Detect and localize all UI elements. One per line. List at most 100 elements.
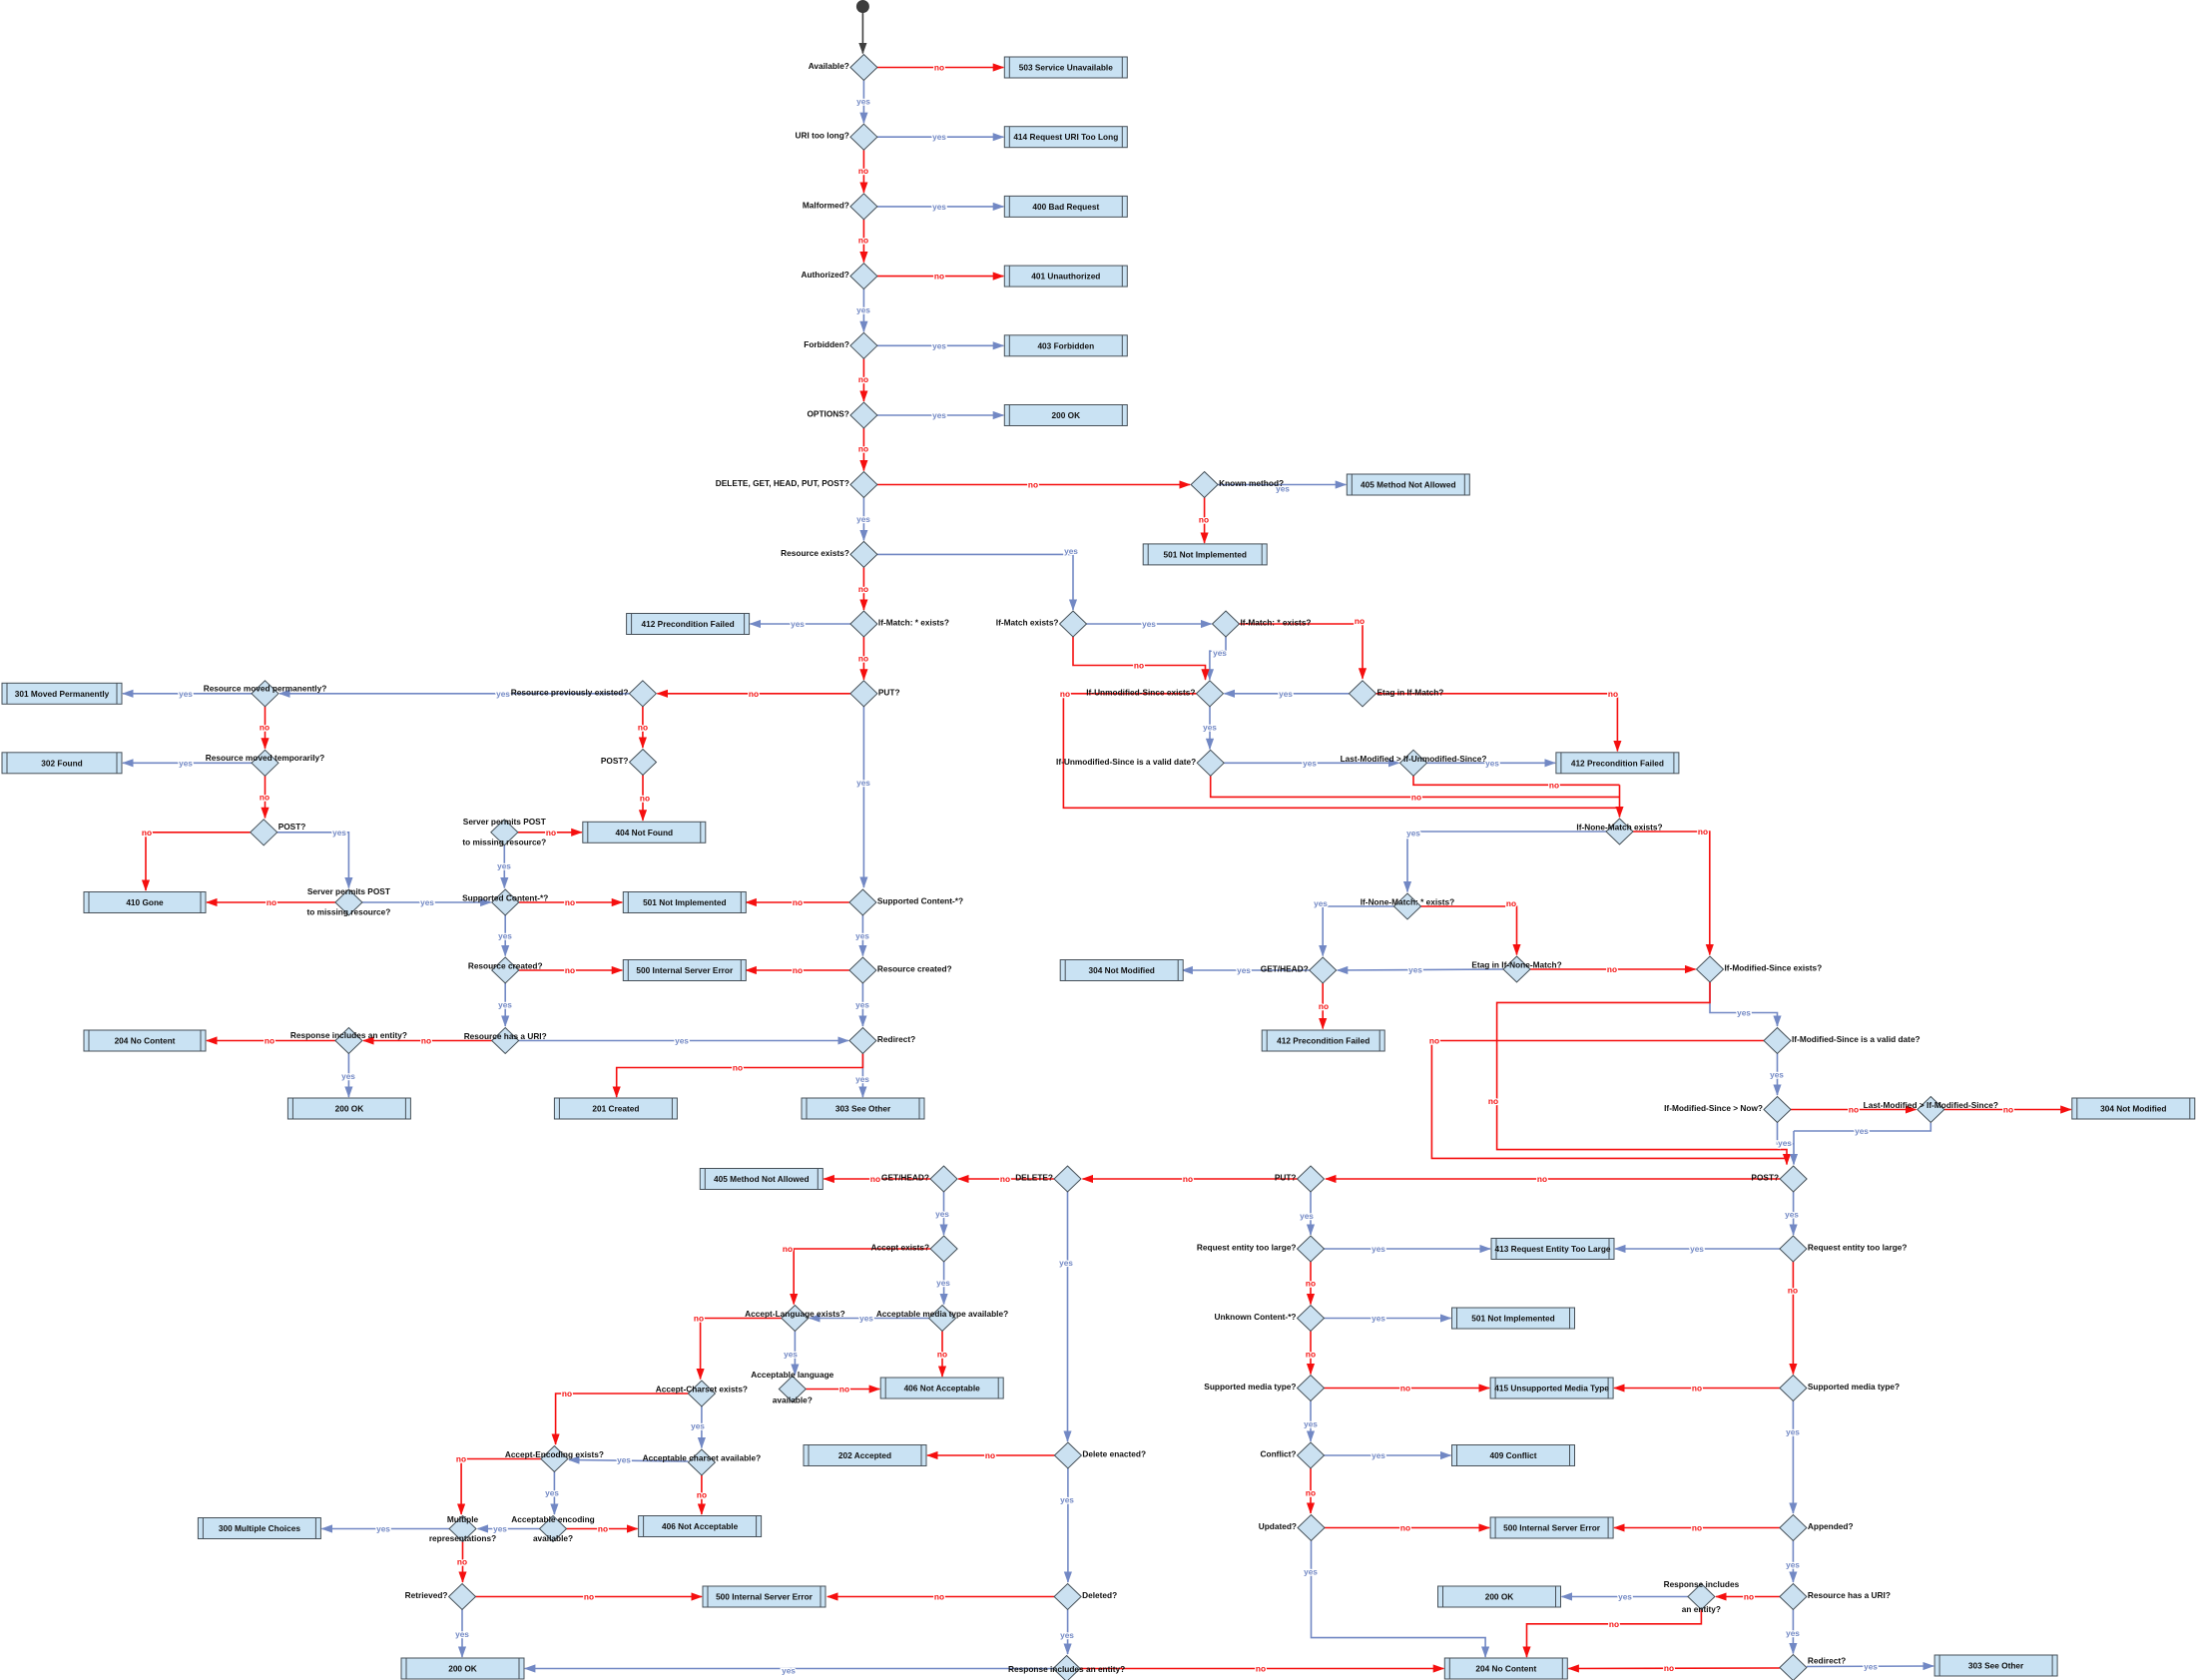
svg-text:no: no xyxy=(1028,480,1038,490)
svg-text:yes: yes xyxy=(1855,1126,1869,1136)
svg-text:501 Not Implemented: 501 Not Implemented xyxy=(1163,549,1246,559)
svg-text:no: no xyxy=(1411,792,1421,802)
svg-text:yes: yes xyxy=(1060,1495,1074,1505)
svg-text:500 Internal Server Error: 500 Internal Server Error xyxy=(716,1592,814,1602)
svg-text:GET/HEAD?: GET/HEAD? xyxy=(881,1173,929,1183)
svg-text:no: no xyxy=(858,374,868,384)
svg-text:406 Not Acceptable: 406 Not Acceptable xyxy=(662,1521,739,1531)
svg-text:Redirect?: Redirect? xyxy=(877,1034,915,1044)
svg-text:no: no xyxy=(1355,616,1365,626)
svg-text:If-None-Match: * exists?: If-None-Match: * exists? xyxy=(1361,897,1455,907)
svg-text:Acceptable encoding: Acceptable encoding xyxy=(511,1514,594,1524)
svg-text:no: no xyxy=(267,897,276,907)
svg-text:Supported media type?: Supported media type? xyxy=(1808,1382,1900,1392)
svg-text:no: no xyxy=(1744,1592,1754,1602)
svg-text:Forbidden?: Forbidden? xyxy=(804,339,849,349)
svg-text:Etag in If-None-Match?: Etag in If-None-Match? xyxy=(1471,960,1561,970)
svg-text:no: no xyxy=(1488,1096,1498,1106)
svg-text:415 Unsupported Media Type: 415 Unsupported Media Type xyxy=(1494,1384,1609,1394)
svg-text:yes: yes xyxy=(1406,829,1420,839)
svg-text:Unknown Content-*?: Unknown Content-*? xyxy=(1214,1312,1296,1322)
svg-text:If-Match exists?: If-Match exists? xyxy=(996,618,1059,628)
svg-text:Resource created?: Resource created? xyxy=(877,964,952,974)
svg-text:yes: yes xyxy=(791,619,805,629)
svg-text:413 Request Entity Too Large: 413 Request Entity Too Large xyxy=(1494,1244,1610,1254)
svg-text:Etag in If-Match?: Etag in If-Match? xyxy=(1377,687,1444,697)
svg-text:to missing resource?: to missing resource? xyxy=(462,837,546,846)
svg-text:Acceptable media type availabl: Acceptable media type available? xyxy=(876,1309,1008,1319)
svg-text:no: no xyxy=(1788,1286,1798,1296)
svg-text:no: no xyxy=(457,1557,467,1567)
svg-text:yes: yes xyxy=(1213,648,1227,658)
svg-text:yes: yes xyxy=(1372,1244,1385,1254)
svg-text:yes: yes xyxy=(1314,898,1328,908)
svg-text:PUT?: PUT? xyxy=(878,687,900,697)
svg-text:Accept-Charset exists?: Accept-Charset exists? xyxy=(656,1385,748,1395)
svg-text:yes: yes xyxy=(1276,484,1290,494)
svg-text:Response includes: Response includes xyxy=(1664,1579,1740,1589)
svg-text:Acceptable charset available?: Acceptable charset available? xyxy=(643,1453,762,1463)
svg-text:Resource created?: Resource created? xyxy=(468,961,543,971)
svg-text:an entity?: an entity? xyxy=(1682,1604,1721,1614)
svg-text:500 Internal Server Error: 500 Internal Server Error xyxy=(636,965,734,975)
svg-text:yes: yes xyxy=(1408,965,1422,975)
svg-text:no: no xyxy=(858,166,868,176)
svg-text:201 Created: 201 Created xyxy=(592,1104,639,1114)
svg-text:Resource moved temporarily?: Resource moved temporarily? xyxy=(206,753,324,763)
svg-text:202 Accepted: 202 Accepted xyxy=(838,1450,891,1460)
svg-text:412 Precondition Failed: 412 Precondition Failed xyxy=(1277,1036,1370,1046)
svg-text:available?: available? xyxy=(773,1396,813,1405)
svg-text:Resource moved permanently?: Resource moved permanently? xyxy=(204,683,327,693)
svg-text:no: no xyxy=(1608,689,1618,699)
svg-text:500 Internal Server Error: 500 Internal Server Error xyxy=(1503,1523,1601,1533)
svg-text:Resource previously existed?: Resource previously existed? xyxy=(511,687,629,697)
svg-text:204 No Content: 204 No Content xyxy=(1475,1664,1536,1674)
svg-text:no: no xyxy=(1400,1384,1410,1394)
svg-text:no: no xyxy=(1060,689,1070,699)
svg-text:410 Gone: 410 Gone xyxy=(126,897,164,907)
svg-text:501 Not Implemented: 501 Not Implemented xyxy=(1471,1314,1554,1324)
svg-text:no: no xyxy=(1429,1036,1439,1046)
svg-text:POST?: POST? xyxy=(1751,1173,1779,1183)
svg-text:yes: yes xyxy=(932,202,946,212)
svg-text:yes: yes xyxy=(1304,1567,1318,1577)
svg-text:Request entity too large?: Request entity too large? xyxy=(1197,1243,1297,1253)
svg-text:no: no xyxy=(1549,780,1559,790)
svg-text:Retrieved?: Retrieved? xyxy=(405,1590,448,1600)
svg-text:303 See Other: 303 See Other xyxy=(1968,1661,2024,1671)
svg-text:Accept-Language exists?: Accept-Language exists? xyxy=(745,1309,845,1319)
svg-text:yes: yes xyxy=(1059,1258,1073,1268)
svg-text:If-None-Match exists?: If-None-Match exists? xyxy=(1576,823,1662,833)
svg-text:If-Match: * exists?: If-Match: * exists? xyxy=(1241,618,1312,628)
svg-text:no: no xyxy=(934,272,944,281)
svg-text:yes: yes xyxy=(855,931,869,941)
svg-text:303 See Other: 303 See Other xyxy=(835,1104,891,1114)
svg-text:yes: yes xyxy=(782,1666,796,1676)
svg-text:yes: yes xyxy=(420,897,434,907)
svg-text:If-Modified-Since exists?: If-Modified-Since exists? xyxy=(1725,963,1823,973)
svg-text:no: no xyxy=(937,1350,947,1360)
svg-text:200 OK: 200 OK xyxy=(335,1104,364,1114)
svg-text:404 Not Found: 404 Not Found xyxy=(615,828,673,838)
svg-text:yes: yes xyxy=(675,1036,689,1046)
svg-text:no: no xyxy=(1692,1523,1702,1533)
svg-text:yes: yes xyxy=(1300,1211,1314,1221)
svg-text:no: no xyxy=(546,828,556,838)
svg-text:OPTIONS?: OPTIONS? xyxy=(807,409,848,419)
svg-text:yes: yes xyxy=(932,410,946,420)
svg-text:no: no xyxy=(733,1063,743,1073)
svg-text:no: no xyxy=(858,584,868,594)
svg-text:yes: yes xyxy=(179,689,193,699)
svg-text:If-Match: * exists?: If-Match: * exists? xyxy=(878,618,949,628)
svg-text:no: no xyxy=(1183,1174,1193,1184)
svg-text:no: no xyxy=(1537,1174,1547,1184)
svg-text:yes: yes xyxy=(455,1629,469,1639)
svg-text:no: no xyxy=(421,1036,431,1046)
svg-text:yes: yes xyxy=(376,1524,390,1534)
svg-text:no: no xyxy=(638,723,648,733)
svg-text:no: no xyxy=(1319,1001,1329,1011)
svg-text:no: no xyxy=(260,723,270,733)
svg-text:no: no xyxy=(749,689,759,699)
svg-text:If-Unmodified-Since exists?: If-Unmodified-Since exists? xyxy=(1086,687,1195,697)
svg-text:no: no xyxy=(839,1385,849,1395)
